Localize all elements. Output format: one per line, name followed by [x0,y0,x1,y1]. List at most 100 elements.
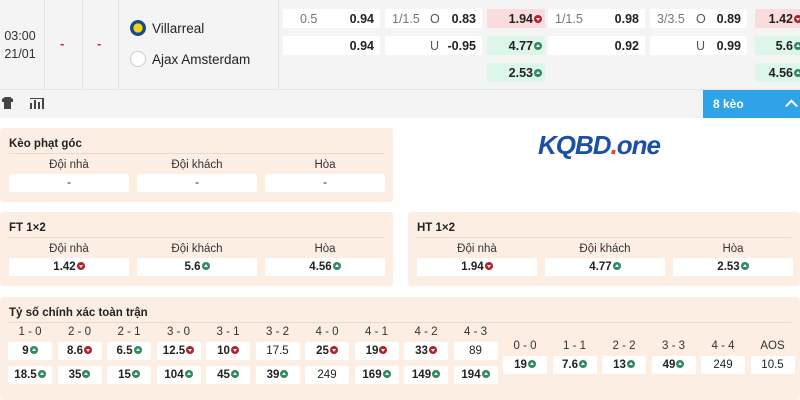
odds-value: 35 [68,369,82,381]
odds-value: 0.83 [451,11,476,26]
odds-cell[interactable]: 249 [701,356,745,374]
odds-cell[interactable]: 39 [255,366,300,384]
kqbd-logo: KQBD.one [538,130,661,160]
arrow-down-icon [329,346,338,354]
odds-cell[interactable]: 6.5 [107,342,151,360]
odds-cell[interactable]: 13 [602,356,646,374]
score-column: 3 - 0 12.5 104 [156,323,201,384]
odds-value: 8.6 [67,345,83,357]
handicap-line: 1/1.5 [555,11,583,26]
odds-cell[interactable]: 9 [8,342,52,360]
odds-value: 49 [662,359,676,371]
odds-cell[interactable]: 12.5 [156,342,201,360]
odds-cell[interactable]: - [9,174,129,192]
odds-cell[interactable]: 5.6 [755,36,800,55]
odds-cell[interactable]: 2.53 [673,258,793,276]
odds-value: 5.6 [775,38,793,53]
odds-cell[interactable]: 1/1.5 O 0.83 [385,9,482,28]
odds-value: 25 [316,345,329,357]
over-under-label: U [430,38,440,53]
odds-cell[interactable]: 15 [107,366,151,384]
panel-title: FT 1×2 [9,222,46,234]
odds-cell[interactable]: 19 [354,342,399,360]
odds-value: 1.42 [53,261,76,273]
odds-cell[interactable]: 104 [156,366,201,384]
odds-value: -0.95 [447,38,477,53]
odds-cell[interactable]: 49 [651,356,696,374]
odds-cell[interactable]: 4.56 [755,63,800,82]
odds-cell[interactable]: 33 [404,342,448,360]
odds-cell[interactable]: 4.77 [487,36,545,55]
score-column: 3 - 3 49 [651,337,696,374]
arrow-up-icon [382,370,391,378]
arrow-up-icon [612,262,621,270]
odds-cell[interactable]: 89 [453,342,498,360]
score-column: 3 - 2 17.5 39 [255,323,300,384]
odds-cell[interactable]: 10.5 [750,356,795,374]
odds-cell[interactable]: 25 [305,342,349,360]
odds-value: 17.5 [266,345,289,357]
handicap-line: 1/1.5 [392,11,420,26]
kickoff-time: 03:00 [4,29,36,43]
odds-cell[interactable]: 1.94 [417,258,537,276]
column-label: Đội khách [171,159,223,171]
odds-value: 104 [164,369,184,381]
odds-cell[interactable]: 17.5 [255,342,300,360]
odds-cell[interactable]: 4.77 [545,258,665,276]
odds-cell[interactable]: 169 [354,366,399,384]
odds-cell[interactable]: 1/1.5 0.98 [548,9,645,28]
home-team[interactable]: Villarreal [130,20,204,36]
chevron-up-icon [785,99,798,113]
odds-cell[interactable]: 1.42 [755,9,800,28]
arrow-down-icon [534,14,542,23]
arrow-down-icon [379,346,388,354]
odds-value: 249 [713,359,733,371]
over-under-label: U [696,38,706,53]
odds-cell[interactable]: 0.92 [548,36,645,55]
odds-cell[interactable]: 0.94 [283,36,380,55]
more-odds-button[interactable]: 8 kèo [703,90,800,118]
score-column: 4 - 4 249 [701,337,745,374]
odds-cell[interactable]: 8.6 [57,342,102,360]
odds-cell[interactable]: 249 [305,366,349,384]
arrow-down-icon [230,346,239,354]
odds-cell[interactable]: U -0.95 [385,36,482,55]
divider [9,237,384,238]
ft-1x2-panel: FT 1×2 Đội nhà 1.42 Đội khách 5.6 Hòa 4.… [0,212,393,286]
odds-value: 4.77 [589,261,612,273]
odds-value: 10.5 [761,359,784,371]
odds-cell[interactable]: U 0.99 [650,36,747,55]
odds-value: 1.42 [768,11,793,26]
odds-cell[interactable]: 1.94 [487,9,545,28]
odds-cell[interactable]: 1.42 [9,258,129,276]
stats-icon[interactable] [30,97,45,109]
odds-cell[interactable]: 10 [206,342,250,360]
shirt-icon[interactable] [2,97,13,109]
score-label: 3 - 3 [661,340,685,352]
score-column: 2 - 2 13 [602,337,646,374]
odds-cell[interactable]: 3/3.5 O 0.89 [650,9,747,28]
odds-cell[interactable]: 19 [503,356,547,374]
odds-cell[interactable]: - [137,174,257,192]
odds-cell[interactable]: 0.5 0.94 [283,9,380,28]
odds-cell[interactable]: 194 [453,366,498,384]
odds-cell[interactable]: 7.6 [552,356,597,374]
away-team[interactable]: Ajax Amsterdam [130,51,250,67]
odds-cell[interactable]: - [265,174,385,192]
odds-cell[interactable]: 2.53 [487,63,545,82]
odds-cell[interactable]: 149 [404,366,448,384]
odds-value: 149 [411,369,432,381]
odds-cell[interactable]: 45 [206,366,250,384]
odds-cell[interactable]: 4.56 [265,258,385,276]
match-tools-bar [0,90,800,118]
odds-cell[interactable]: 35 [57,366,102,384]
odds-cell[interactable]: 5.6 [137,258,257,276]
odds-value: 7.6 [562,359,578,371]
column-label: Hòa [314,243,336,255]
panel-title: HT 1×2 [417,222,456,234]
odds-cell[interactable]: 18.5 [8,366,52,384]
score-column: 4 - 3 89 194 [453,323,498,384]
more-odds-label: 8 kèo [713,97,744,111]
score-column: 1 - 0 9 18.5 [8,323,52,384]
odds-column: Đội khách 5.6 [137,240,257,276]
